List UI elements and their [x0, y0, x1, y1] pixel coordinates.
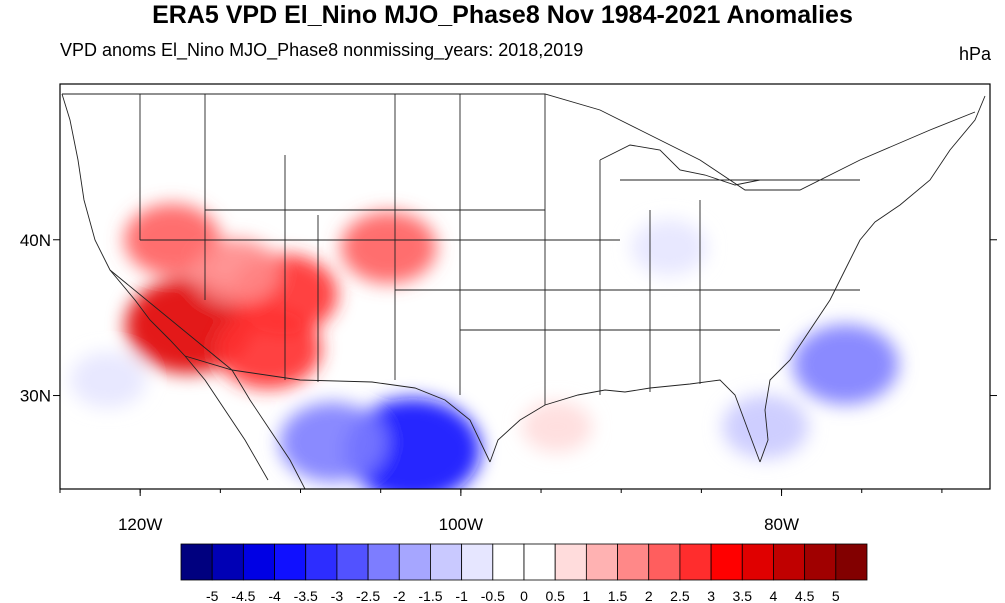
- colorbar-label: -1: [455, 588, 468, 603]
- colorbar-box: [180, 543, 213, 581]
- colorbar-label: -2: [393, 588, 406, 603]
- northern-border: [62, 93, 976, 191]
- baja-coast: [184, 355, 269, 481]
- anomaly-atlantic-moist: [792, 324, 899, 405]
- units-label: hPa: [958, 44, 991, 64]
- us-mexico-border: [184, 355, 491, 463]
- y-tick-label: 40N: [20, 231, 51, 250]
- mexico-west-coast: [231, 369, 306, 489]
- colorbar-box: [242, 543, 275, 581]
- colorbar-box: [804, 543, 837, 581]
- y-tick-label: 30N: [20, 387, 51, 406]
- atlantic-coast-line: [759, 95, 986, 463]
- colorbar-label: -4: [268, 588, 281, 603]
- anomaly-florida-moist: [722, 394, 809, 459]
- colorbar-box: [554, 543, 587, 581]
- chart-subtitle: VPD anoms El_Nino MJO_Phase8 nonmissing_…: [60, 40, 584, 60]
- colorbar-label: 3.5: [733, 588, 753, 603]
- colorbar-box: [617, 543, 650, 581]
- anomaly-pacific-moist: [70, 351, 147, 408]
- colorbar-label: -5: [206, 588, 219, 603]
- boundary-lines: [61, 93, 986, 489]
- colorbar-box: [773, 543, 806, 581]
- colorbar-label: -3.5: [294, 588, 318, 603]
- anomaly-gulf-dry: [522, 401, 593, 453]
- gulf-coast-line: [489, 379, 761, 463]
- colorbar-box: [336, 543, 369, 581]
- colorbar-box: [492, 543, 525, 581]
- chart-title: ERA5 VPD El_Nino MJO_Phase8 Nov 1984-202…: [152, 1, 853, 29]
- anomaly-mexico-moist: [344, 398, 481, 489]
- colorbar-label: -4.5: [231, 588, 255, 603]
- state-line-15: [109, 269, 233, 371]
- map-frame: [59, 83, 991, 490]
- colorbar-box: [367, 543, 400, 581]
- colorbar-label: 2.5: [670, 588, 690, 603]
- colorbar-label: 5: [832, 588, 840, 603]
- colorbar-box: [585, 543, 618, 581]
- colorbar-box: [741, 543, 774, 581]
- colorbar-box: [710, 543, 743, 581]
- colorbar-label: -3: [331, 588, 344, 603]
- colorbar-box: [679, 543, 712, 581]
- x-tick-label: 80W: [764, 515, 799, 534]
- colorbar-box: [648, 543, 681, 581]
- colorbar-box: [274, 543, 307, 581]
- colorbar-box: [430, 543, 463, 581]
- anomaly-arizona-dry: [215, 308, 322, 389]
- x-tick-label: 120W: [118, 515, 162, 534]
- colorbar-box: [523, 543, 556, 581]
- anomaly-colorado-dry: [340, 211, 437, 284]
- colorbar-label: 0: [520, 588, 528, 603]
- colorbar-label: 2: [645, 588, 653, 603]
- colorbar-box: [211, 543, 244, 581]
- colorbar-label: 3: [707, 588, 715, 603]
- colorbar-box: [305, 543, 338, 581]
- anomaly-sierra-madre-moist: [279, 402, 386, 483]
- colorbar-label: 1: [582, 588, 590, 603]
- colorbar-label: 4.5: [795, 588, 815, 603]
- colorbar-box: [398, 543, 431, 581]
- anomaly-great-basin-dry: [193, 238, 280, 303]
- colorbar-label: -2.5: [356, 588, 380, 603]
- colorbar-label: 0.5: [545, 588, 565, 603]
- colorbar-label: -1.5: [418, 588, 442, 603]
- colorbar-box: [461, 543, 494, 581]
- x-tick-label: 100W: [439, 515, 483, 534]
- colorbar-label: 1.5: [608, 588, 628, 603]
- west-coast-line: [61, 93, 186, 357]
- colorbar-label: 4: [770, 588, 778, 603]
- great-lakes: [599, 144, 761, 186]
- colorbar-label: -0.5: [481, 588, 505, 603]
- colorbar-box: [835, 543, 868, 581]
